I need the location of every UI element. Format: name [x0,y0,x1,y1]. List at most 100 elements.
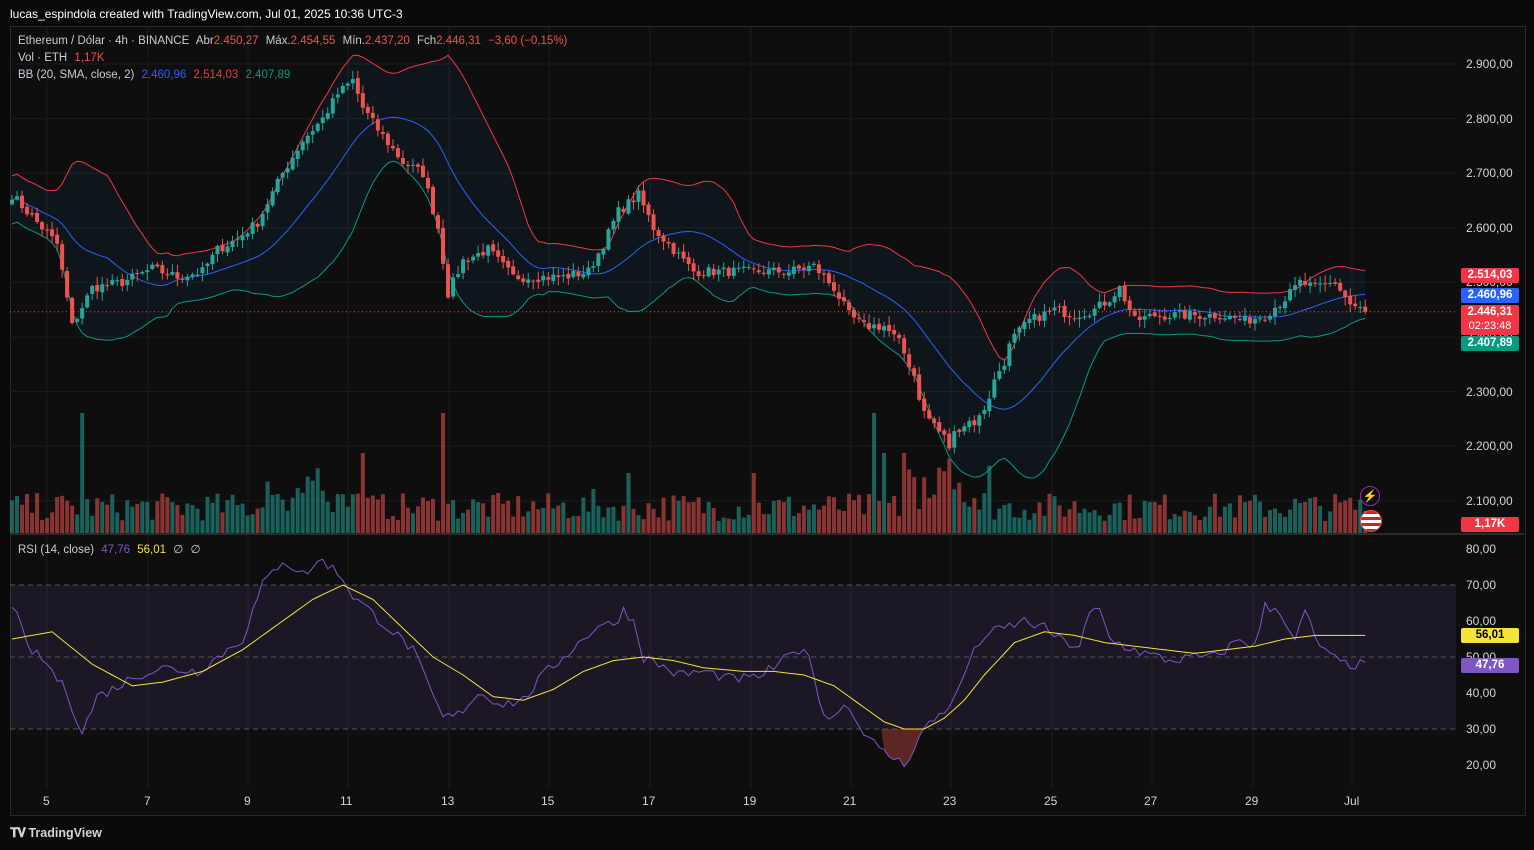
volume-bar [30,512,35,533]
date-tick-label: 17 [642,794,656,808]
volume-bar [1152,501,1157,533]
volume-bar [436,520,441,533]
date-tick-label: 7 [144,794,151,808]
volume-bar [1107,514,1112,533]
candle-body [456,274,461,278]
rsi-tick-label: 70,00 [1466,578,1497,592]
us-flag-icon[interactable] [1360,510,1382,532]
volume-bar [65,500,70,533]
volume-bar [75,514,80,533]
volume-bar [987,465,992,533]
candle-body [486,245,491,256]
candle-body [1247,317,1252,324]
symbol-label[interactable]: Ethereum / Dólar · 4h · BINANCE [18,35,190,47]
volume-bar [776,499,781,533]
candle-body [651,214,656,231]
bb-legend[interactable]: BB (20, SMA, close, 2) 2.460,96 2.514,03… [18,69,294,81]
candle-body [711,268,716,276]
volume-bar [706,502,711,533]
volume-bar [215,493,220,533]
volume-bar [857,494,862,533]
candle-body [1197,316,1202,319]
volume-label: Vol · ETH [18,52,68,64]
volume-bar [1318,505,1323,533]
volume-bar [405,507,410,533]
candle-body [110,280,115,285]
volume-bar [1192,515,1197,533]
volume-legend[interactable]: Vol · ETH 1,17K [18,52,108,64]
volume-bar [957,482,962,533]
volume-bar [892,495,897,533]
volume-bar [471,499,476,533]
volume-bar [1242,502,1247,533]
candle-body [305,135,310,144]
bb-middle-value: 2.460,96 [141,69,187,81]
candle-body [1122,285,1127,302]
rsi-legend[interactable]: RSI (14, close) 47,76 56,01 ∅ ∅ [18,542,205,556]
volume-bar [40,519,45,533]
candle-body [295,150,300,160]
candle-body [235,238,240,240]
volume-bar [25,493,30,533]
candle-body [606,229,611,250]
volume-bar [295,488,300,533]
volume-bar [1257,501,1262,533]
candle-body [255,223,260,227]
volume-value: 1,17K [74,52,105,64]
volume-bar [626,473,631,533]
volume-bar [666,520,671,533]
candle-body [546,277,551,280]
candle-body [872,324,877,329]
candle-body [1097,301,1102,308]
candle-body [230,240,235,248]
volume-bar [415,506,420,533]
volume-bar [446,503,451,533]
volume-bar [265,481,270,533]
candle-body [310,131,315,135]
candle-body [170,271,175,275]
candle-body [1112,296,1117,303]
volume-bar [1172,514,1177,533]
candle-body [811,263,816,266]
volume-bar [516,496,521,533]
volume-bar [811,504,816,533]
volume-bar [250,514,255,533]
candle-body [1222,318,1227,320]
volume-bar [1167,519,1172,533]
candle-body [847,302,852,311]
candle-body [867,323,872,330]
volume-bar [290,497,295,533]
candle-body [1303,281,1308,285]
candle-body [1328,283,1333,285]
volume-bar [1313,497,1318,533]
volume-bar [676,500,681,533]
candle-body [716,269,721,275]
bb-middle-tag: 2.460,96 [1461,288,1519,303]
rsi-ma-line [11,584,1366,730]
volume-bar [270,494,275,533]
bb-lower-value: 2.407,89 [245,69,291,81]
candle-body [526,279,531,283]
candle-body [425,177,430,189]
volume-bar [711,507,716,533]
candle-body [992,379,997,398]
candle-body [325,113,330,119]
price-tick-label: 2.600,00 [1466,220,1513,235]
candle-body [1032,313,1037,320]
rsi-extra-2: ∅ [190,544,201,556]
volume-bar [656,517,661,533]
candle-body [621,208,626,213]
volume-bar [1298,503,1303,533]
volume-bar [591,489,596,533]
lightning-icon[interactable]: ⚡ [1360,486,1380,506]
volume-bar [1353,509,1358,533]
volume-bar [741,517,746,533]
volume-bar [400,493,405,533]
volume-bar [836,509,841,533]
volume-bar [1252,494,1257,533]
volume-bar [425,501,430,533]
volume-bar [521,516,526,533]
volume-bar [170,501,175,533]
candle-body [1252,318,1257,324]
